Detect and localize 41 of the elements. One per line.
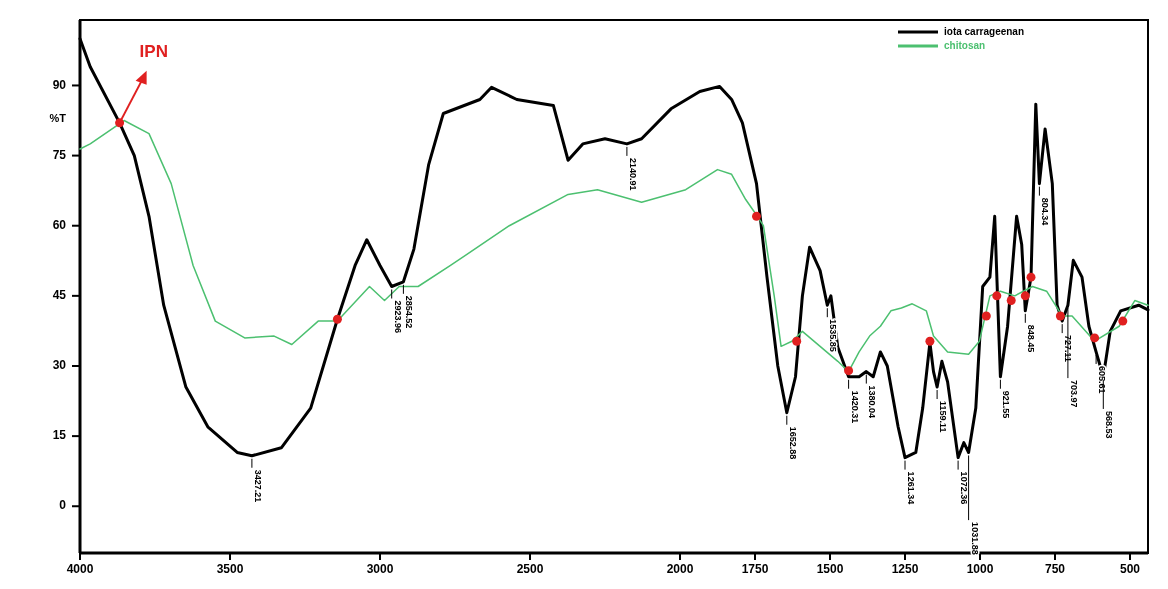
- annotation: 1261.34: [906, 471, 916, 505]
- y-tick-label: 90: [52, 77, 67, 92]
- x-tick-label: 1750: [741, 562, 769, 576]
- x-tick-label: 1500: [816, 562, 844, 576]
- annotation: 804.34: [1040, 197, 1051, 226]
- annotation: 3427.21: [252, 469, 263, 503]
- annotation: 1652.88: [787, 426, 798, 460]
- x-tick-label: 2500: [516, 562, 544, 576]
- x-tick-label: 3500: [216, 562, 244, 576]
- annotation: 1159.11: [938, 401, 949, 433]
- x-tick-label: 500: [1119, 562, 1141, 576]
- x-tick-label: 1250: [891, 562, 919, 576]
- x-tick-label: 1000: [966, 562, 994, 576]
- y-tick-label: 30: [52, 358, 67, 373]
- annotation: 568.53: [1104, 410, 1115, 439]
- annotation: 921.55: [1001, 390, 1012, 419]
- annotation: 1535.85: [828, 319, 839, 352]
- annotation: 848.45: [1026, 324, 1037, 353]
- y-tick-label: 0: [59, 498, 67, 513]
- y-tick-label: 75: [52, 147, 67, 162]
- annotation: 2140.91: [627, 157, 638, 191]
- annotation: 703.97: [1068, 380, 1079, 408]
- x-tick-label: 2000: [666, 562, 694, 576]
- annotation: 2923.96: [392, 300, 403, 334]
- x-tick-label: 4000: [66, 562, 94, 576]
- annotation: 1031.88: [969, 522, 980, 555]
- y-tick-label: 15: [52, 428, 67, 443]
- annotation: 1072.36: [959, 471, 970, 505]
- annotation: 605.61: [1097, 365, 1108, 394]
- y-tick-label: 45: [52, 288, 67, 303]
- x-tick-label: 3000: [366, 562, 394, 576]
- annotation: 2854.52: [404, 295, 415, 329]
- y-tick-label: 60: [52, 217, 67, 232]
- legend-label: chitosan: [944, 39, 986, 51]
- legend-label: iota carrageenan: [944, 25, 1025, 37]
- annotation: IPN: [139, 41, 168, 61]
- annotation: 727.11: [1063, 335, 1074, 363]
- y-axis-title: %T: [49, 111, 67, 124]
- x-tick-label: 750: [1044, 562, 1066, 576]
- annotation: 1420.31: [849, 390, 860, 424]
- annotation: 1380.04: [867, 385, 878, 419]
